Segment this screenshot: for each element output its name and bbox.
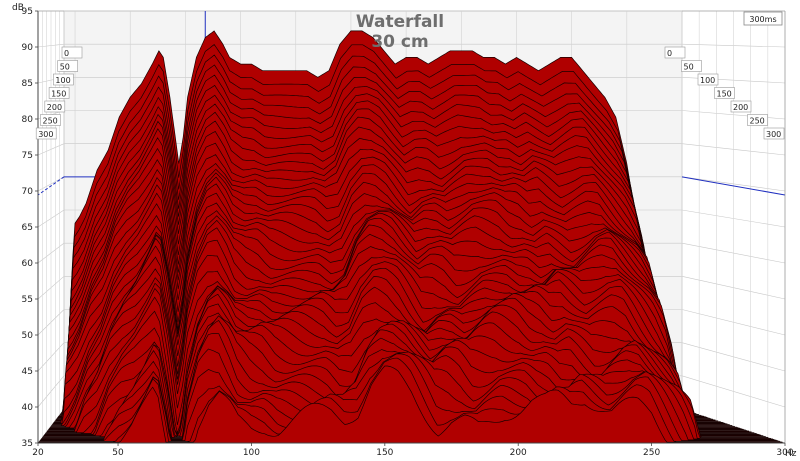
y-tick-label: 45 <box>22 367 33 377</box>
time-range-label: 300ms <box>749 15 776 24</box>
x-tick-label: 300 <box>776 448 793 458</box>
time-label-box-right <box>697 73 719 86</box>
y-tick-label: 85 <box>22 79 33 89</box>
y-tick-label: 60 <box>22 259 34 269</box>
time-label-right: 250 <box>750 117 765 126</box>
y-axis-unit: dB <box>12 3 24 13</box>
time-label-box-right <box>730 100 752 113</box>
time-label-left: 150 <box>51 90 66 99</box>
time-label-left: 200 <box>47 103 62 112</box>
time-label-right: 150 <box>717 90 732 99</box>
time-label-box-right <box>664 46 686 59</box>
time-label-box-left <box>40 114 61 126</box>
time-label-box-right <box>714 87 735 99</box>
chart-title: Waterfall <box>356 12 444 32</box>
y-tick-label: 90 <box>22 43 34 53</box>
x-tick-label: 100 <box>243 448 260 458</box>
y-tick-label: 80 <box>22 115 34 125</box>
x-tick-label: 20 <box>32 448 44 458</box>
time-label-box-left <box>57 60 79 72</box>
time-label-right: 200 <box>733 103 748 112</box>
time-label-right: 50 <box>684 63 694 72</box>
time-label-box-right <box>747 114 768 126</box>
time-label-left: 0 <box>64 49 69 58</box>
time-label-left: 50 <box>60 63 70 72</box>
x-tick-label: 50 <box>112 448 124 458</box>
waterfall-slice <box>38 365 785 444</box>
y-tick-label: 35 <box>22 439 33 449</box>
time-range-box <box>743 11 783 26</box>
chart-subtitle: 30 cm <box>371 32 428 52</box>
cursor-depth-left <box>37 176 65 196</box>
time-label-left: 250 <box>43 117 58 126</box>
x-tick-label: 150 <box>376 448 393 458</box>
time-label-right: 100 <box>700 76 715 85</box>
cursor-depth-right <box>681 176 786 196</box>
time-label-left: 300 <box>38 130 53 139</box>
y-tick-label: 70 <box>22 187 34 197</box>
time-label-box-right <box>681 60 702 72</box>
time-label-box-left <box>61 46 83 59</box>
time-label-right: 300 <box>766 130 781 139</box>
waterfall-slices <box>38 30 785 444</box>
time-label-right: 0 <box>667 49 672 58</box>
y-tick-label: 95 <box>22 7 33 17</box>
y-tick-label: 55 <box>22 295 33 305</box>
time-label-box-left <box>35 127 57 140</box>
x-tick-label: 250 <box>643 448 660 458</box>
y-tick-label: 65 <box>22 223 33 233</box>
time-label-box-left <box>53 73 74 86</box>
x-tick-label: 200 <box>510 448 527 458</box>
time-label-left: 100 <box>55 76 70 85</box>
y-tick-label: 50 <box>22 331 34 341</box>
time-label-box-left <box>44 100 66 113</box>
y-tick-label: 40 <box>22 403 34 413</box>
x-axis-unit: Hz <box>785 449 797 459</box>
y-tick-label: 75 <box>22 151 33 161</box>
time-label-box-left <box>48 87 70 99</box>
time-label-box-right <box>763 127 785 140</box>
